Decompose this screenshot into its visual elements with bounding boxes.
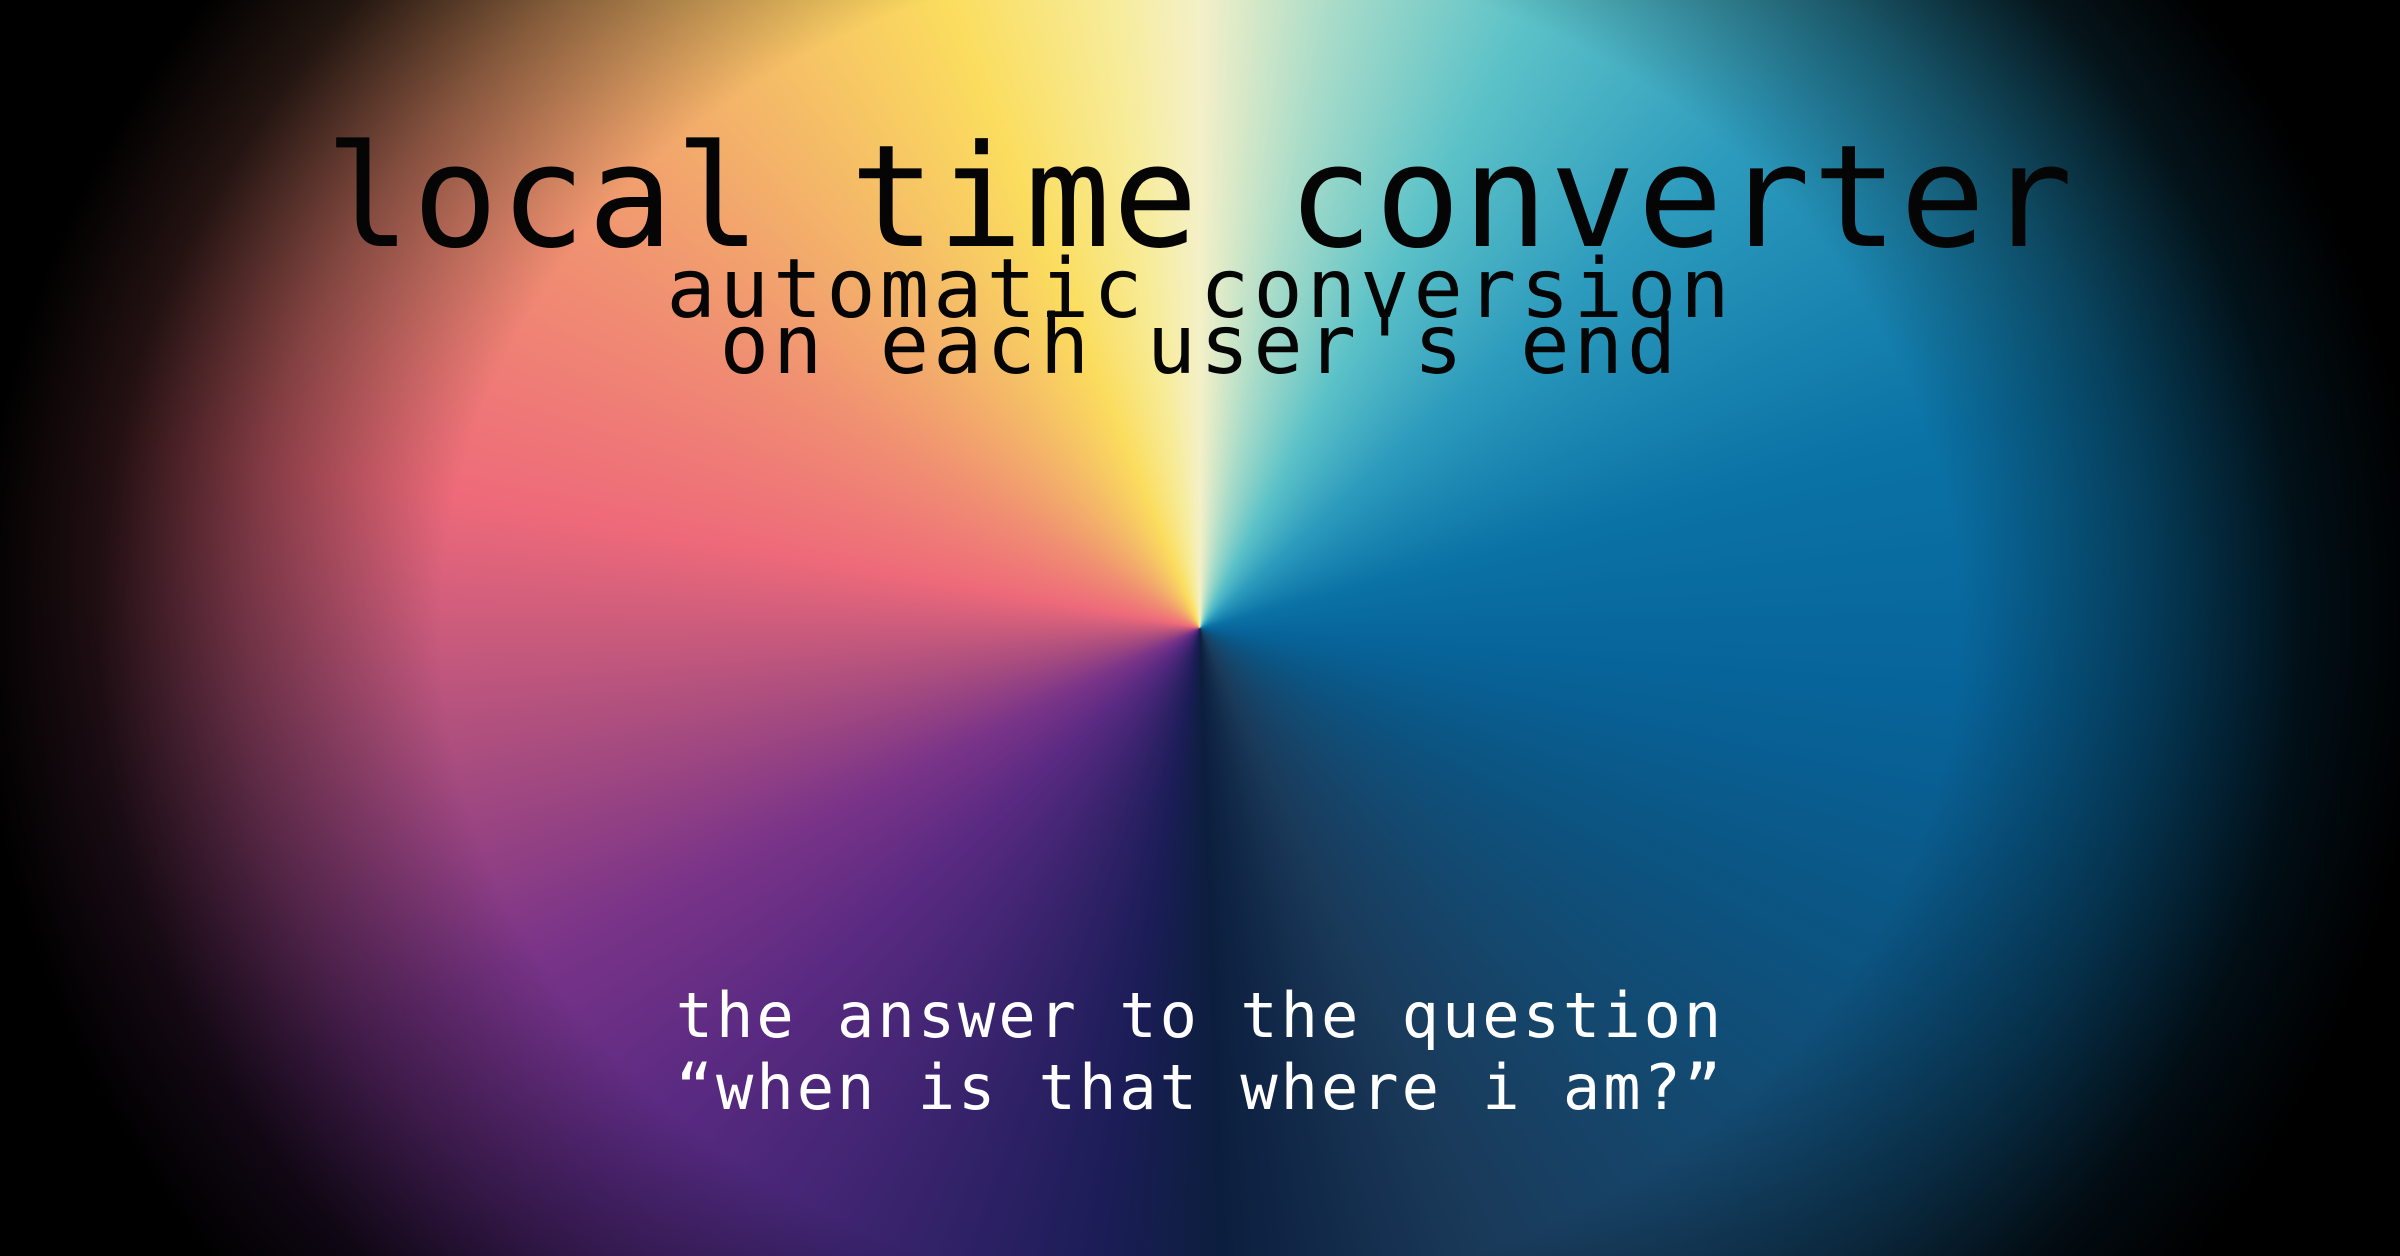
page-title: local time converter xyxy=(325,115,2075,280)
subtitle-line-1: automatic conversion xyxy=(666,242,1734,337)
subtitle-line-2: on each user's end xyxy=(719,298,1681,393)
subtitle: automatic conversion on each user's end xyxy=(0,242,2400,393)
tagline: the answer to the question “when is that… xyxy=(0,980,2400,1124)
tagline-line-1: the answer to the question xyxy=(675,979,1725,1052)
tagline-line-2: “when is that where i am?” xyxy=(675,1051,1725,1124)
